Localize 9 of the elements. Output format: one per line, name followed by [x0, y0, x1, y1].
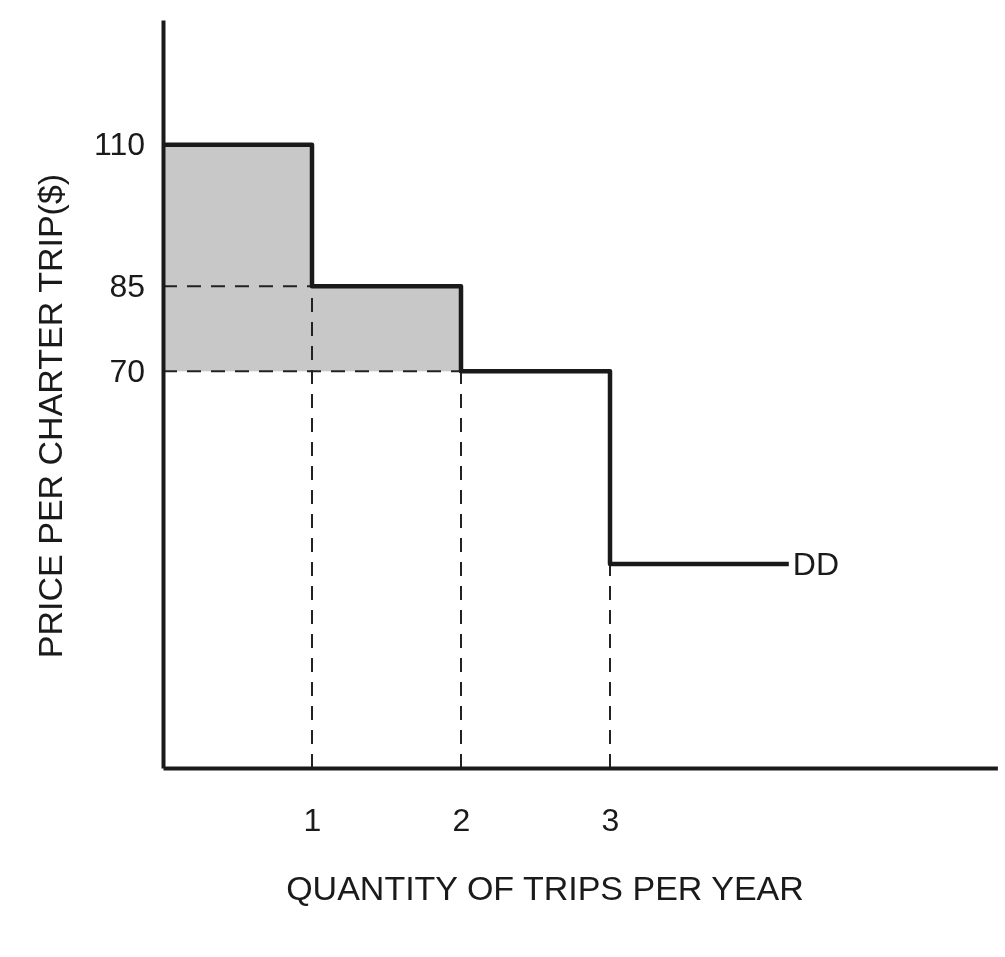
y-tick-label: 110 [93, 126, 145, 163]
y-tick-label: 70 [109, 353, 145, 390]
y-axis-title: PRICE PER CHARTER TRIP($) [31, 173, 69, 659]
x-axis-title: QUANTITY OF TRIPS PER YEAR [286, 869, 804, 907]
y-tick-label: 85 [109, 268, 145, 305]
x-tick-label: 1 [303, 801, 322, 838]
x-tick-label: 3 [601, 801, 620, 838]
x-tick-label: 2 [452, 801, 471, 838]
annotation: DD [792, 546, 840, 582]
